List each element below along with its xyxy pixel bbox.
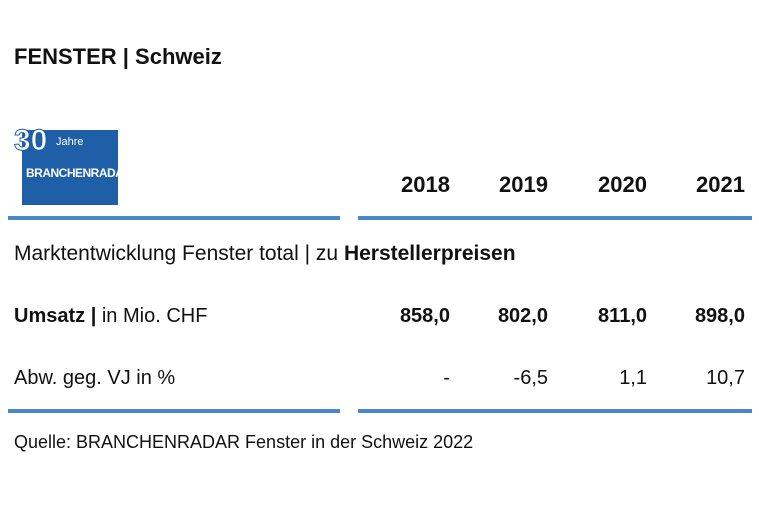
title: FENSTER | Schweiz <box>14 44 222 69</box>
rule <box>8 216 340 220</box>
cell: 811,0 <box>598 305 647 327</box>
year: 2018 <box>401 172 450 197</box>
cell: 898,0 <box>694 305 745 327</box>
cell: 10,7 <box>706 367 745 389</box>
year: 2020 <box>598 172 647 197</box>
cell: -6,5 <box>513 367 548 389</box>
year: 2019 <box>499 172 548 197</box>
row-label: Abw. geg. VJ in % <box>14 367 176 389</box>
rule <box>8 409 340 413</box>
source: Quelle: BRANCHENRADAR Fenster in der Sch… <box>14 432 474 452</box>
section-heading: Marktentwicklung Fenster total | zu Hers… <box>14 242 516 266</box>
section-text: Marktentwicklung Fenster total | zu <box>14 242 339 265</box>
row-label: Umsatz | in Mio. CHF <box>14 305 207 328</box>
cell: 1,1 <box>619 367 647 389</box>
rule <box>358 409 752 413</box>
rule <box>358 216 752 220</box>
logo <box>22 130 118 205</box>
logo-brand: BRANCHENRADAR <box>26 166 132 180</box>
row-label-bold: Umsatz | <box>14 305 97 327</box>
logo-number: 30 <box>13 124 48 158</box>
cell: 858,0 <box>399 305 450 327</box>
row-label-unit: in Mio. CHF <box>101 305 208 327</box>
section-emphasis: Herstellerpreisen <box>343 242 516 265</box>
cell: - <box>443 367 450 389</box>
year: 2021 <box>696 172 745 197</box>
cell: 802,0 <box>497 305 548 327</box>
logo-suffix: Jahre <box>56 136 84 148</box>
